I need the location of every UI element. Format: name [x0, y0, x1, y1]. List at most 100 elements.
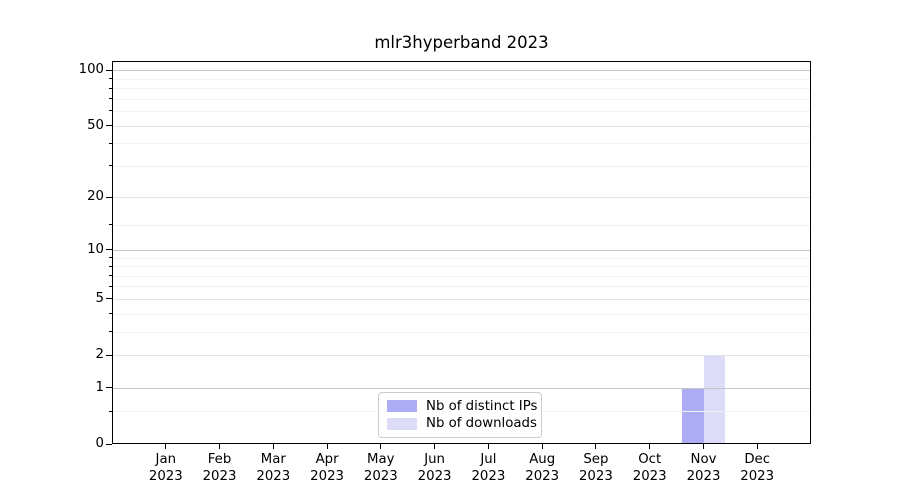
y-tick-label: 50 — [87, 117, 104, 133]
x-tick-label-month: Jul — [480, 452, 497, 467]
x-tick-label-sep: Sep 2023 — [568, 452, 624, 485]
y-tick-minor — [108, 313, 112, 315]
x-tick-label-month: Nov — [690, 452, 717, 467]
x-tick-label-year: 2023 — [686, 468, 721, 484]
gridline-minor — [113, 110, 810, 112]
bar-downloads-nov — [703, 355, 725, 443]
y-tick — [106, 443, 112, 445]
gridline-minor — [113, 88, 810, 89]
gridline-minor — [113, 266, 810, 267]
gridline-minor — [113, 331, 810, 333]
y-tick — [106, 69, 112, 71]
x-tick-label-year: 2023 — [363, 468, 398, 484]
y-tick-label: 100 — [78, 62, 104, 78]
y-tick-minor — [108, 331, 112, 333]
x-tick — [272, 444, 274, 449]
y-tick-minor — [108, 142, 112, 144]
plot-border — [112, 61, 811, 444]
x-tick-label-month: Jun — [424, 452, 445, 467]
x-tick-label-month: Dec — [744, 452, 771, 467]
gridline-medium — [113, 125, 810, 127]
x-tick-label-month: Aug — [529, 452, 556, 467]
x-tick — [434, 444, 436, 449]
y-tick-minor — [108, 265, 112, 267]
x-tick-label-feb: Feb 2023 — [192, 452, 248, 485]
y-tick-minor — [108, 285, 112, 287]
x-tick-label-year: 2023 — [632, 468, 667, 484]
y-tick — [106, 249, 112, 251]
x-tick — [380, 444, 382, 449]
x-tick — [541, 444, 543, 449]
gridline-minor — [113, 275, 810, 277]
x-tick-label-month: Feb — [207, 452, 232, 467]
x-tick-label-month: Apr — [315, 452, 339, 467]
x-tick-label-month: Sep — [583, 452, 609, 467]
y-tick-minor — [108, 78, 112, 79]
y-tick-minor — [108, 87, 112, 89]
legend-swatch-distinct-ips — [387, 400, 417, 413]
y-tick — [106, 298, 112, 300]
x-tick — [649, 444, 651, 449]
y-tick-label: 10 — [87, 241, 104, 257]
x-tick-label-year: 2023 — [740, 468, 775, 484]
y-tick-label: 2 — [95, 347, 104, 362]
y-tick-minor — [108, 224, 112, 226]
x-tick — [702, 444, 705, 449]
gridline-medium — [113, 355, 810, 356]
gridline-major — [113, 249, 810, 251]
x-tick-label-year: 2023 — [417, 468, 452, 484]
y-tick-minor — [108, 165, 112, 167]
legend-label-distinct-ips: Nb of distinct IPs — [426, 398, 538, 414]
x-tick-label-year: 2023 — [578, 468, 613, 484]
legend-item-downloads: Nb of downloads — [387, 416, 537, 431]
y-tick-label: 1 — [95, 379, 104, 395]
x-tick — [595, 444, 597, 449]
x-tick — [487, 444, 489, 449]
gridline-major — [113, 70, 810, 72]
x-tick-label-aug: Aug 2023 — [514, 452, 570, 485]
x-tick-label-jul: Jul 2023 — [460, 452, 516, 485]
plot-area — [113, 62, 810, 443]
x-tick-label-year: 2023 — [202, 468, 237, 484]
y-tick-minor — [108, 257, 112, 258]
gridline-minor — [113, 313, 810, 315]
x-tick-label-month: Jan — [155, 452, 177, 467]
x-tick-label-oct: Oct 2023 — [622, 452, 678, 485]
legend-label-downloads: Nb of downloads — [426, 416, 537, 432]
y-tick-minor — [108, 98, 112, 100]
y-tick — [106, 354, 112, 356]
x-tick-label-apr: Apr 2023 — [299, 452, 355, 485]
gridline-medium — [113, 197, 810, 199]
y-tick-label: 5 — [95, 290, 104, 306]
y-tick-label: 20 — [87, 189, 104, 205]
gridline-minor — [113, 98, 810, 100]
bar-distinct-ips-nov — [682, 387, 704, 443]
x-tick-label-nov: Nov 2023 — [676, 452, 732, 485]
x-tick — [165, 444, 167, 449]
gridline-minor — [113, 224, 810, 226]
y-tick-minor — [108, 275, 112, 276]
y-tick — [106, 387, 112, 389]
y-tick-minor — [108, 410, 112, 412]
y-tick-label: 0 — [95, 436, 104, 451]
legend-swatch-downloads — [387, 417, 417, 430]
legend: Nb of distinct IPs Nb of downloads — [378, 392, 542, 438]
x-tick-label-year: 2023 — [310, 468, 345, 484]
x-tick-label-may: May 2023 — [353, 452, 409, 485]
gridline-minor — [113, 257, 810, 259]
chart-title: mlr3hyperband 2023 — [374, 33, 549, 52]
gridline-minor — [113, 286, 810, 288]
x-tick-label-year: 2023 — [525, 468, 560, 484]
y-tick — [106, 196, 112, 198]
gridline-major — [113, 387, 810, 389]
x-tick-label-month: Oct — [638, 452, 662, 467]
x-tick — [326, 444, 328, 449]
x-tick-label-month: May — [367, 452, 395, 467]
x-tick-label-dec: Dec 2023 — [729, 452, 785, 485]
x-tick — [756, 444, 758, 449]
y-tick-minor — [108, 110, 112, 112]
gridline-minor — [113, 165, 810, 167]
x-tick-label-year: 2023 — [256, 468, 291, 484]
